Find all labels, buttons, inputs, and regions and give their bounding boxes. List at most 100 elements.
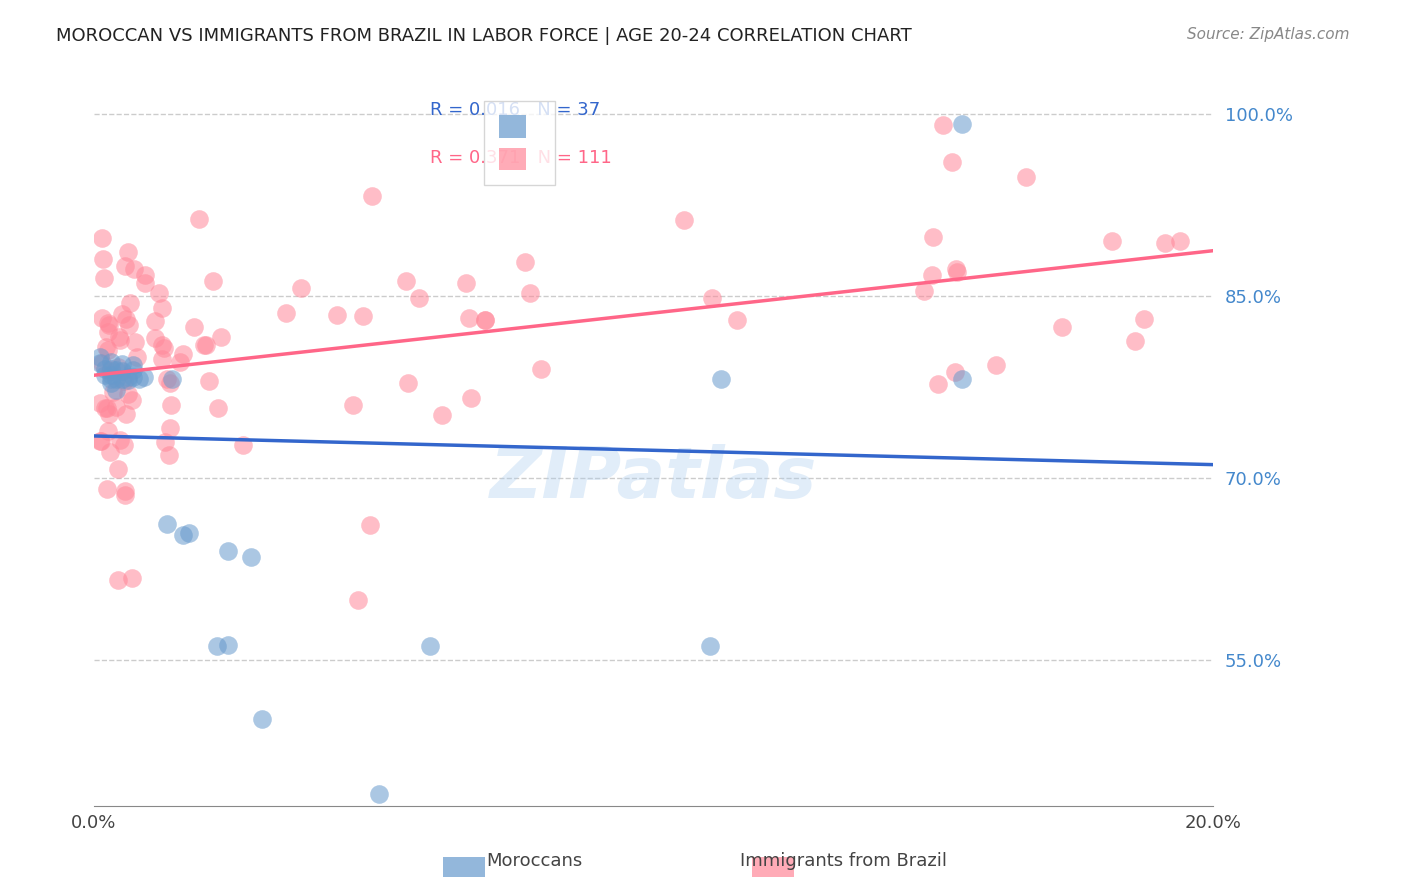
Point	[209, 330, 232, 344]
Point	[145, 314, 167, 328]
Point	[276, 306, 298, 320]
Point	[100, 368, 122, 382]
Point	[460, 391, 482, 405]
Point	[107, 574, 129, 588]
Point	[1168, 234, 1191, 248]
Point	[100, 371, 122, 385]
Point	[104, 401, 127, 415]
Point	[454, 277, 477, 291]
Point	[127, 351, 149, 365]
Point	[153, 434, 176, 449]
Point	[150, 301, 173, 315]
Point	[97, 316, 120, 330]
Point	[183, 320, 205, 334]
Point	[111, 371, 134, 385]
Point	[156, 372, 179, 386]
Point	[290, 281, 312, 295]
Point	[945, 262, 967, 277]
Point	[124, 334, 146, 349]
Point	[111, 364, 134, 378]
Point	[100, 354, 122, 368]
Point	[89, 350, 111, 364]
Point	[94, 401, 117, 415]
Point	[117, 370, 139, 384]
Point	[368, 787, 391, 801]
Point	[1015, 169, 1038, 184]
Point	[352, 309, 374, 323]
Point	[105, 371, 128, 385]
Point	[98, 445, 121, 459]
Point	[89, 396, 111, 410]
Point	[201, 274, 224, 288]
Point	[156, 517, 179, 532]
Text: Moroccans: Moroccans	[486, 852, 582, 870]
Point	[950, 117, 973, 131]
Point	[217, 544, 239, 558]
Point	[114, 259, 136, 273]
Point	[159, 421, 181, 435]
Point	[359, 518, 381, 533]
Point	[699, 639, 721, 653]
Point	[91, 356, 114, 370]
Point	[1123, 334, 1146, 348]
Point	[150, 338, 173, 352]
Point	[105, 363, 128, 377]
Point	[710, 371, 733, 385]
Point	[90, 434, 112, 448]
Bar	[443, 857, 485, 877]
Point	[946, 265, 969, 279]
Text: R = 0.371   N = 111: R = 0.371 N = 111	[430, 149, 612, 167]
Point	[100, 362, 122, 376]
Point	[148, 285, 170, 300]
Point	[419, 639, 441, 653]
Point	[91, 252, 114, 267]
Point	[121, 571, 143, 585]
Point	[94, 362, 117, 376]
Point	[101, 385, 124, 400]
Point	[134, 268, 156, 282]
Point	[117, 245, 139, 260]
Point	[922, 230, 945, 244]
Point	[232, 438, 254, 452]
Point	[93, 270, 115, 285]
Point	[97, 425, 120, 439]
Point	[122, 370, 145, 384]
Point	[107, 360, 129, 375]
Point	[134, 277, 156, 291]
Point	[117, 387, 139, 401]
Point	[326, 308, 349, 322]
Bar	[752, 857, 794, 877]
Point	[725, 313, 748, 327]
Point	[941, 154, 963, 169]
Point	[143, 331, 166, 345]
Point	[162, 371, 184, 385]
Point	[111, 357, 134, 371]
Point	[177, 525, 200, 540]
Point	[134, 370, 156, 384]
Point	[112, 438, 135, 452]
Point	[105, 383, 128, 397]
Point	[159, 376, 181, 391]
Point	[115, 407, 138, 421]
Point	[114, 488, 136, 502]
Point	[1101, 234, 1123, 248]
Point	[100, 376, 122, 391]
Point	[97, 326, 120, 340]
Point	[97, 407, 120, 421]
Point	[96, 483, 118, 497]
Point	[912, 284, 935, 298]
Text: MOROCCAN VS IMMIGRANTS FROM BRAZIL IN LABOR FORCE | AGE 20-24 CORRELATION CHART: MOROCCAN VS IMMIGRANTS FROM BRAZIL IN LA…	[56, 27, 912, 45]
Point	[398, 376, 420, 391]
Point	[430, 409, 453, 423]
Point	[194, 338, 217, 352]
Text: R = 0.016   N = 37: R = 0.016 N = 37	[430, 101, 600, 120]
Point	[986, 358, 1008, 372]
Point	[122, 363, 145, 377]
Point	[153, 341, 176, 355]
Point	[931, 118, 953, 132]
Point	[1133, 311, 1156, 326]
Text: Source: ZipAtlas.com: Source: ZipAtlas.com	[1187, 27, 1350, 42]
Point	[157, 448, 180, 462]
Point	[217, 638, 239, 652]
Point	[121, 392, 143, 407]
